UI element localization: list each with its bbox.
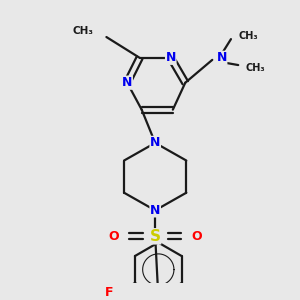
Text: N: N [122,76,132,89]
Text: CH₃: CH₃ [238,31,258,41]
Text: N: N [216,51,227,64]
Text: O: O [191,230,202,243]
Text: CH₃: CH₃ [245,63,265,73]
Text: S: S [150,229,161,244]
Text: F: F [105,286,114,299]
Text: N: N [150,136,160,149]
Text: N: N [150,204,160,217]
Text: CH₃: CH₃ [73,26,94,36]
Text: N: N [166,51,176,64]
Text: O: O [108,230,119,243]
